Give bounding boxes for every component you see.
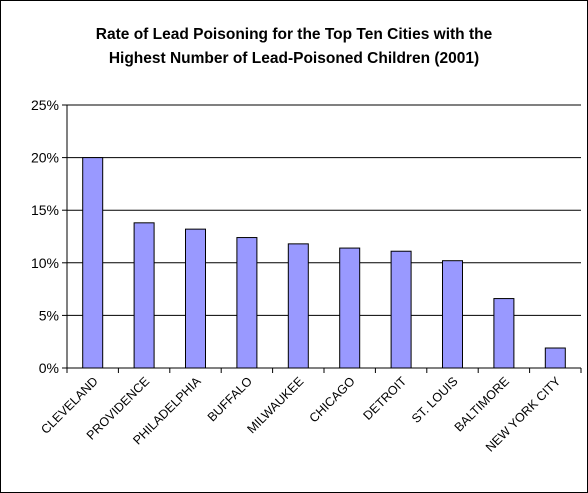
x-category-label: DETROIT xyxy=(361,374,410,423)
bar-baltimore xyxy=(493,298,515,369)
y-tick-label: 0% xyxy=(39,360,59,376)
chart-title-line-1: Rate of Lead Poisoning for the Top Ten C… xyxy=(95,26,493,43)
bar-milwaukee xyxy=(287,243,309,369)
chart-title-line-2: Highest Number of Lead-Poisoned Children… xyxy=(108,50,480,67)
chart-title: Rate of Lead Poisoning for the Top Ten C… xyxy=(1,23,587,71)
y-tick-labels: 0% 5% 10% 15% 20% 25% xyxy=(31,97,59,376)
bar-providence xyxy=(133,222,155,369)
x-category-label: CHICAGO xyxy=(307,374,358,425)
y-tick-label: 10% xyxy=(31,255,59,271)
bar-detroit xyxy=(390,250,412,369)
y-tick-label: 25% xyxy=(31,97,59,113)
bar-new-york-city xyxy=(544,347,566,369)
bar-chicago xyxy=(339,247,361,369)
y-tick-label: 5% xyxy=(39,307,59,323)
y-tick-label: 20% xyxy=(31,150,59,166)
x-category-label: BUFFALO xyxy=(205,374,255,424)
bar-cleveland xyxy=(82,157,104,369)
y-tick-label: 15% xyxy=(31,202,59,218)
bar-buffalo xyxy=(236,237,258,369)
axes xyxy=(62,104,582,373)
bar-st-louis xyxy=(442,260,463,369)
bar-philadelphia xyxy=(185,228,206,369)
x-category-label: ST. LOUIS xyxy=(409,374,461,426)
